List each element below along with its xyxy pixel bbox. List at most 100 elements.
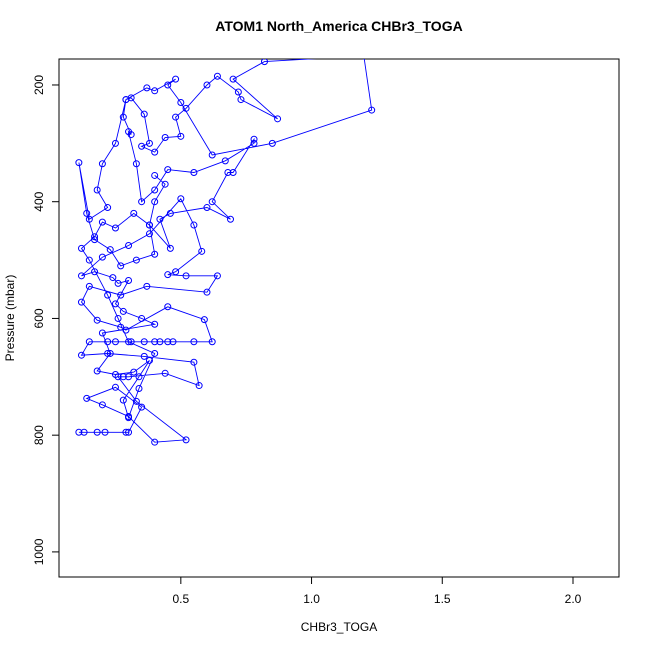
- data-point: [130, 368, 138, 376]
- data-point: [98, 160, 106, 168]
- data-point: [111, 370, 119, 378]
- data-point: [229, 75, 237, 83]
- data-point: [93, 316, 101, 324]
- data-point: [91, 233, 99, 241]
- data-point: [135, 384, 143, 392]
- x-tick-label: 1.5: [434, 592, 451, 606]
- data-point: [122, 96, 130, 104]
- data-point: [130, 209, 138, 217]
- data-point: [151, 171, 159, 179]
- data-point: [75, 159, 83, 167]
- data-point: [260, 59, 268, 66]
- data-point: [91, 236, 99, 244]
- data-point: [172, 268, 180, 276]
- data-point: [145, 221, 153, 229]
- data-point: [122, 428, 130, 436]
- data-point: [213, 272, 221, 280]
- data-point: [93, 428, 101, 436]
- data-point: [140, 338, 148, 346]
- data-point: [190, 221, 198, 229]
- data-point: [208, 198, 216, 206]
- data-point: [151, 438, 159, 446]
- data-point: [161, 180, 169, 188]
- data-point: [140, 352, 148, 360]
- data-point: [93, 367, 101, 375]
- data-point: [250, 135, 258, 143]
- data-point: [198, 247, 206, 255]
- data-point: [85, 338, 93, 346]
- data-point: [143, 282, 151, 290]
- data-point: [80, 428, 88, 436]
- x-tick-label: 1.0: [303, 592, 320, 606]
- data-point: [104, 338, 112, 346]
- data-point: [119, 373, 127, 381]
- data-point: [127, 338, 135, 346]
- data-point: [104, 291, 112, 299]
- y-tick-label: 400: [32, 191, 46, 211]
- data-point: [250, 139, 258, 147]
- data-point: [98, 401, 106, 409]
- data-point: [151, 320, 159, 328]
- data-point: [151, 87, 159, 95]
- data-point: [77, 272, 85, 280]
- data-point: [172, 75, 180, 83]
- data-point: [151, 198, 159, 206]
- data-point: [125, 428, 133, 436]
- data-point: [109, 274, 117, 282]
- data-point: [268, 139, 276, 147]
- data-point: [190, 358, 198, 366]
- data-point: [91, 268, 99, 276]
- data-point: [203, 81, 211, 89]
- data-point: [119, 396, 127, 404]
- data-point: [161, 134, 169, 142]
- data-point: [111, 224, 119, 232]
- data-point: [122, 326, 130, 334]
- data-point: [119, 307, 127, 315]
- data-point: [151, 349, 159, 357]
- data-point: [104, 204, 112, 212]
- data-point: [164, 81, 172, 89]
- data-point: [106, 349, 114, 357]
- data-point: [111, 338, 119, 346]
- data-point: [213, 72, 221, 80]
- data-point: [143, 84, 151, 92]
- x-tick-label: 2.0: [565, 592, 582, 606]
- data-point: [125, 338, 133, 346]
- data-point: [221, 157, 229, 165]
- data-point: [132, 160, 140, 168]
- data-point: [125, 276, 133, 284]
- data-point: [182, 436, 190, 444]
- data-point: [119, 113, 127, 121]
- data-point: [98, 253, 106, 261]
- data-point: [208, 338, 216, 346]
- data-point: [98, 218, 106, 226]
- data-point: [125, 414, 133, 422]
- data-point: [172, 113, 180, 121]
- data-point: [151, 338, 159, 346]
- data-point: [138, 198, 146, 206]
- data-point: [135, 373, 143, 381]
- data-point: [169, 338, 177, 346]
- data-line: [78, 59, 373, 443]
- data-point: [156, 338, 164, 346]
- chart-title: ATOM1 North_America CHBr3_TOGA: [215, 18, 462, 34]
- data-point: [111, 300, 119, 308]
- data-point: [190, 169, 198, 177]
- data-point: [274, 115, 282, 123]
- data-point: [145, 230, 153, 238]
- data-point: [101, 428, 109, 436]
- data-point: [190, 338, 198, 346]
- y-tick-label: 600: [32, 308, 46, 328]
- data-point: [106, 246, 114, 254]
- data-point: [85, 282, 93, 290]
- data-point: [156, 215, 164, 223]
- data-point: [151, 148, 159, 156]
- data-point: [77, 244, 85, 252]
- data-point: [166, 209, 174, 217]
- data-point: [195, 382, 203, 390]
- data-point: [177, 195, 185, 203]
- data-point: [104, 349, 112, 357]
- data-point: [203, 204, 211, 212]
